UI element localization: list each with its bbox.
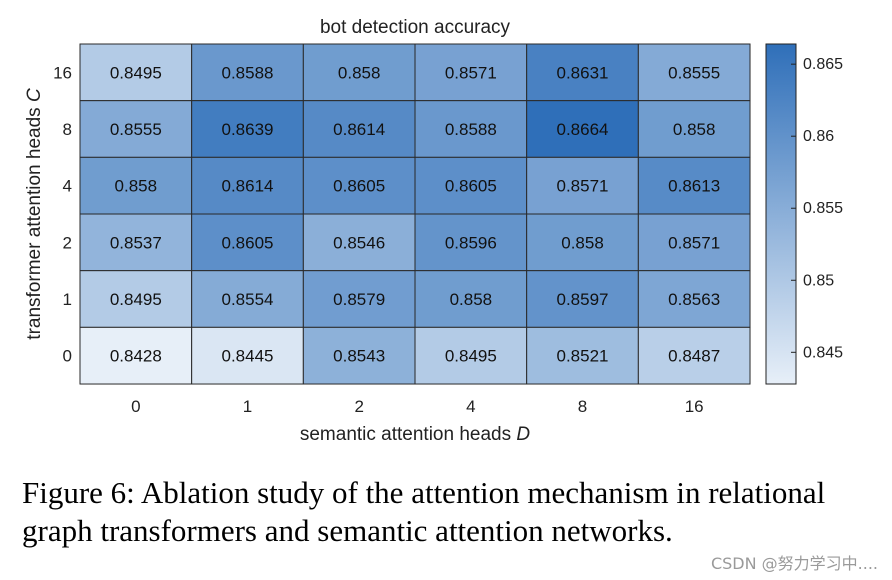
cell-value-label: 0.8596 bbox=[445, 233, 497, 252]
cell-value-label: 0.8428 bbox=[110, 347, 162, 366]
heatmap-cell bbox=[637, 213, 751, 272]
colorbar-ticks: 0.845 0.85 0.855 0.86 0.865 bbox=[791, 56, 843, 361]
cell-value-label: 0.8495 bbox=[110, 290, 162, 309]
cell-value-label: 0.8605 bbox=[222, 233, 274, 252]
x-tick-label: 4 bbox=[466, 397, 475, 416]
watermark: CSDN @努力学习中.... bbox=[710, 554, 878, 573]
cell-value-label: 0.8487 bbox=[668, 347, 720, 366]
heatmap-cell bbox=[414, 100, 528, 158]
heatmap-cell bbox=[414, 43, 528, 102]
cell-value-label: 0.8554 bbox=[222, 290, 274, 309]
y-tick-label: 0 bbox=[63, 347, 72, 366]
cell-value-label: 0.8597 bbox=[557, 290, 609, 309]
x-tick-label: 1 bbox=[243, 397, 252, 416]
y-axis-label: transformer attention heads C bbox=[24, 88, 45, 340]
heatmap-cell bbox=[526, 43, 639, 102]
colorbar-tick-label: 0.85 bbox=[803, 272, 834, 289]
heatmap-cells: 0.8495 0.8588 0.858 0.8571 0.8631 0.8555 0.855… bbox=[79, 43, 751, 385]
heatmap-cell bbox=[79, 213, 193, 272]
cell-value-label: 0.8495 bbox=[110, 63, 162, 82]
cell-value-label: 0.8588 bbox=[445, 120, 497, 139]
cell-value-label: 0.8588 bbox=[222, 63, 274, 82]
cell-value-label: 0.8631 bbox=[557, 63, 609, 82]
cell-value-label: 0.8571 bbox=[445, 63, 497, 82]
heatmap-cell bbox=[79, 326, 193, 385]
y-tick-label: 2 bbox=[63, 233, 72, 252]
y-tick-label: 4 bbox=[63, 177, 72, 196]
heatmap-cell bbox=[637, 270, 751, 328]
cell-value-label: 0.8605 bbox=[445, 177, 497, 196]
heatmap-cell bbox=[526, 156, 639, 215]
cell-value-label: 0.8571 bbox=[668, 233, 720, 252]
heatmap-cell bbox=[302, 213, 416, 272]
y-tick-label: 16 bbox=[53, 63, 72, 82]
cell-value-label: 0.8546 bbox=[333, 233, 385, 252]
heatmap-cell bbox=[414, 270, 528, 328]
colorbar-tick-label: 0.855 bbox=[803, 200, 843, 217]
heatmap-cell bbox=[302, 43, 416, 102]
heatmap-cell bbox=[526, 326, 639, 385]
heatmap-cell bbox=[191, 43, 304, 102]
heatmap-cell bbox=[637, 43, 751, 102]
x-tick-label: 16 bbox=[685, 397, 704, 416]
x-tick-label: 0 bbox=[131, 397, 140, 416]
cell-value-label: 0.8555 bbox=[110, 120, 162, 139]
cell-value-label: 0.858 bbox=[338, 63, 381, 82]
cell-value-label: 0.8614 bbox=[333, 120, 385, 139]
heatmap-cell bbox=[414, 213, 528, 272]
heatmap-cell bbox=[191, 213, 304, 272]
heatmap-cell bbox=[526, 213, 639, 272]
cell-value-label: 0.8664 bbox=[557, 120, 609, 139]
heatmap-cell bbox=[302, 270, 416, 328]
cell-value-label: 0.858 bbox=[673, 120, 716, 139]
heatmap-cell bbox=[79, 43, 193, 102]
heatmap-cell bbox=[191, 100, 304, 158]
heatmap-cell bbox=[414, 156, 528, 215]
heatmap-cell bbox=[79, 270, 193, 328]
heatmap-cell bbox=[79, 156, 193, 215]
y-tick-labels: 16 8 4 2 1 0 bbox=[53, 63, 72, 365]
cell-value-label: 0.8563 bbox=[668, 290, 720, 309]
cell-value-label: 0.8521 bbox=[557, 347, 609, 366]
x-tick-label: 2 bbox=[354, 397, 363, 416]
heatmap-cell bbox=[637, 326, 751, 385]
cell-value-label: 0.8614 bbox=[222, 177, 274, 196]
figure-caption: Figure 6: Ablation study of the attentio… bbox=[22, 475, 826, 548]
heatmap-cell bbox=[191, 156, 304, 215]
cell-value-label: 0.8537 bbox=[110, 233, 162, 252]
cell-value-label: 0.8571 bbox=[557, 177, 609, 196]
colorbar-tick-label: 0.86 bbox=[803, 128, 834, 145]
cell-value-label: 0.8579 bbox=[333, 290, 385, 309]
chart-title: bot detection accuracy bbox=[320, 17, 511, 38]
colorbar bbox=[765, 43, 797, 385]
x-tick-label: 8 bbox=[578, 397, 587, 416]
cell-value-label: 0.8543 bbox=[333, 347, 385, 366]
colorbar-tick-label: 0.845 bbox=[803, 344, 843, 361]
heatmap-cell bbox=[637, 100, 751, 158]
cell-value-label: 0.858 bbox=[561, 233, 604, 252]
cell-value-label: 0.8495 bbox=[445, 347, 497, 366]
x-axis-label: semantic attention heads D bbox=[300, 424, 531, 445]
cell-value-label: 0.858 bbox=[450, 290, 493, 309]
x-tick-labels: 0 1 2 4 8 16 bbox=[131, 397, 704, 416]
heatmap-cell bbox=[526, 270, 639, 328]
cell-value-label: 0.8605 bbox=[333, 177, 385, 196]
cell-value-label: 0.8639 bbox=[222, 120, 274, 139]
cell-value-label: 0.8445 bbox=[222, 347, 274, 366]
cell-value-label: 0.8555 bbox=[668, 63, 720, 82]
heatmap-cell bbox=[414, 326, 528, 385]
cell-value-label: 0.858 bbox=[115, 177, 158, 196]
y-tick-label: 1 bbox=[63, 290, 72, 309]
cell-value-label: 0.8613 bbox=[668, 177, 720, 196]
heatmap-chart: bot detection accuracy 0.8495 0.8588 0.858… bbox=[24, 17, 843, 445]
y-tick-label: 8 bbox=[63, 120, 72, 139]
colorbar-tick-label: 0.865 bbox=[803, 56, 843, 73]
heatmap-cell bbox=[637, 156, 751, 215]
